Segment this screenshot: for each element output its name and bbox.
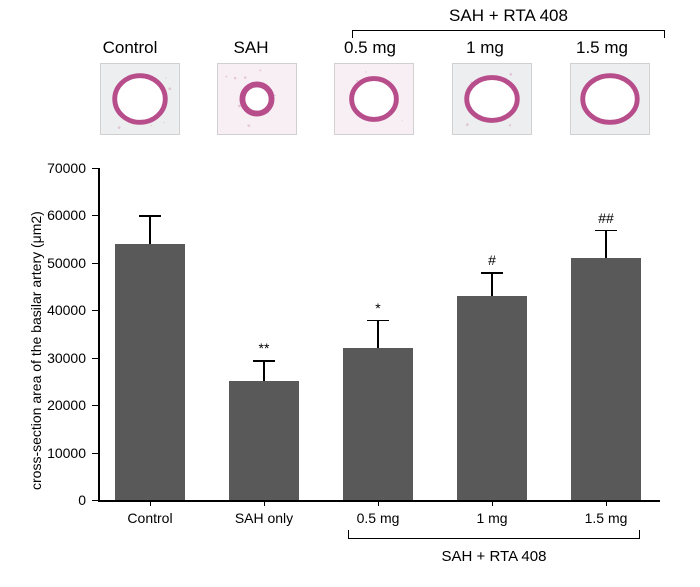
y-tick bbox=[92, 263, 98, 264]
error-cap bbox=[595, 230, 617, 232]
histology-thumb bbox=[334, 63, 414, 135]
y-tick bbox=[92, 500, 98, 501]
top-group-bracket-left bbox=[352, 30, 353, 38]
bottom-group-label: SAH + RTA 408 bbox=[424, 548, 564, 565]
bar bbox=[343, 348, 413, 500]
x-tick-label: 1 mg bbox=[447, 510, 537, 526]
error-cap bbox=[367, 320, 389, 322]
x-tick-label: SAH only bbox=[219, 510, 309, 526]
significance-label: # bbox=[472, 252, 512, 268]
x-axis bbox=[98, 500, 660, 502]
y-tick-label: 0 bbox=[34, 492, 86, 508]
y-tick bbox=[92, 453, 98, 454]
x-tick-label: Control bbox=[105, 510, 195, 526]
top-col-label: 1.5 mg bbox=[552, 38, 652, 58]
bar bbox=[457, 296, 527, 500]
top-col-label: SAH bbox=[201, 38, 301, 58]
x-tick-label: 0.5 mg bbox=[333, 510, 423, 526]
significance-label: * bbox=[358, 300, 398, 316]
significance-label: ** bbox=[244, 340, 284, 356]
error-cap bbox=[139, 215, 161, 217]
error-bar bbox=[263, 360, 265, 381]
y-tick bbox=[92, 358, 98, 359]
y-tick bbox=[92, 168, 98, 169]
bottom-group-bracket-left bbox=[348, 530, 349, 538]
x-tick bbox=[150, 500, 151, 506]
bar bbox=[571, 258, 641, 500]
y-tick bbox=[92, 405, 98, 406]
error-cap bbox=[253, 360, 275, 362]
top-group-bracket bbox=[352, 30, 665, 31]
y-axis bbox=[98, 168, 100, 500]
x-tick bbox=[378, 500, 379, 506]
significance-label: ## bbox=[586, 210, 626, 226]
y-axis-title: cross-section area of the basilar artery… bbox=[28, 211, 44, 490]
y-tick bbox=[92, 215, 98, 216]
error-bar bbox=[149, 215, 151, 243]
x-tick bbox=[264, 500, 265, 506]
histology-thumb bbox=[570, 63, 650, 135]
x-tick bbox=[492, 500, 493, 506]
bottom-group-bracket-right bbox=[639, 530, 640, 538]
error-bar bbox=[377, 320, 379, 348]
top-col-label: 1 mg bbox=[435, 38, 535, 58]
top-group-bracket-right bbox=[664, 30, 665, 38]
top-col-label: Control bbox=[80, 38, 180, 58]
error-bar bbox=[491, 272, 493, 296]
histology-thumb bbox=[217, 63, 297, 135]
x-tick bbox=[606, 500, 607, 506]
y-tick-label: 70000 bbox=[34, 160, 86, 176]
bottom-group-bracket bbox=[348, 538, 640, 539]
top-group-label: SAH + RTA 408 bbox=[449, 6, 569, 26]
error-bar bbox=[605, 230, 607, 258]
histology-thumb bbox=[100, 63, 180, 135]
error-cap bbox=[481, 272, 503, 274]
bar bbox=[229, 381, 299, 500]
bar bbox=[115, 244, 185, 500]
top-col-label: 0.5 mg bbox=[320, 38, 420, 58]
y-tick bbox=[92, 310, 98, 311]
figure-root: SAH + RTA 408 Control SAH 0.5 mg 1 mg 1.5 mg 0… bbox=[0, 0, 700, 587]
x-tick-label: 1.5 mg bbox=[561, 510, 651, 526]
histology-thumb bbox=[452, 63, 532, 135]
